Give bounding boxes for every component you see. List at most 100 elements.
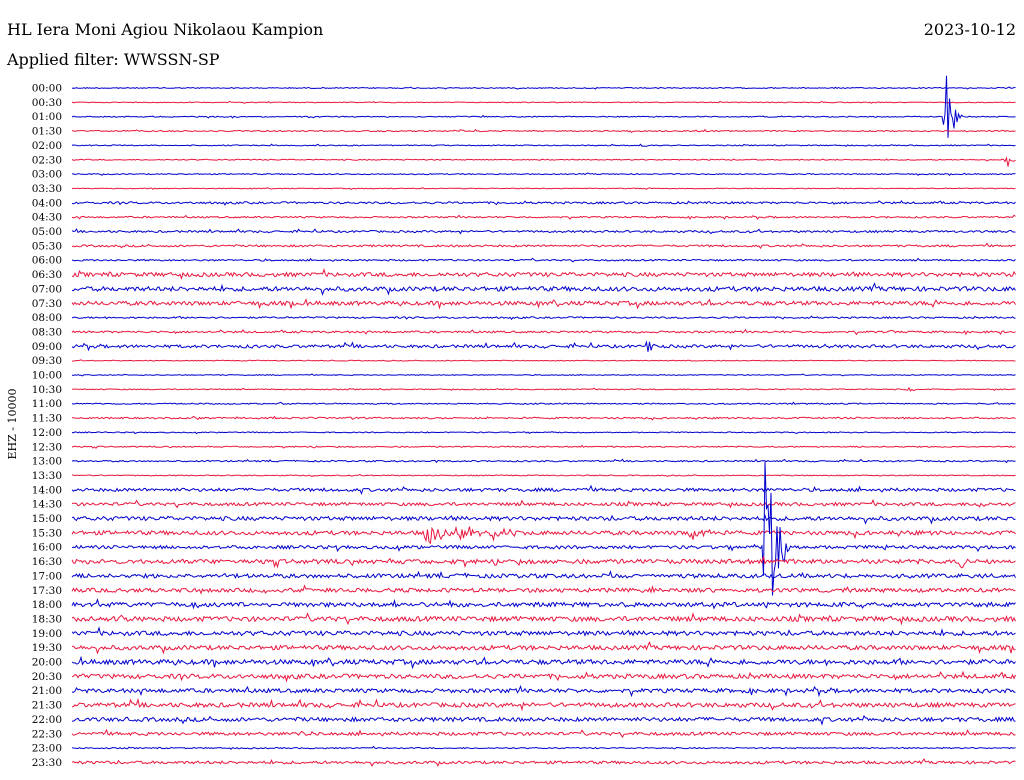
time-tick-label: 07:00 [32, 283, 62, 295]
time-tick-label: 14:00 [32, 484, 62, 496]
time-tick-label: 17:00 [32, 570, 62, 582]
trace-line [71, 484, 1016, 496]
trace-line [71, 200, 1016, 206]
trace-line [71, 598, 1016, 610]
trace-line [71, 386, 1016, 392]
time-tick-label: 14:30 [32, 499, 62, 511]
trace-line [71, 728, 1016, 738]
time-tick-label: 23:00 [32, 743, 62, 755]
trace-line [71, 214, 1016, 220]
trace-line [71, 697, 1016, 712]
time-tick-label: 12:00 [32, 427, 62, 439]
time-tick-label: 08:00 [32, 312, 62, 324]
trace-line [71, 612, 1016, 626]
time-tick-label: 22:00 [32, 714, 62, 726]
time-tick-label: 12:30 [32, 441, 62, 453]
time-tick-label: 00:00 [32, 83, 62, 95]
trace-line [71, 473, 1016, 478]
time-tick-label: 04:00 [32, 197, 62, 209]
trace-line [71, 670, 1016, 683]
time-tick-label: 13:00 [32, 456, 62, 468]
trace-line [72, 745, 1016, 751]
trace-line [71, 340, 1016, 352]
trace-line [71, 444, 1016, 449]
time-tick-label: 07:30 [32, 298, 62, 310]
time-tick-label: 16:00 [32, 542, 62, 554]
station-title: HL Iera Moni Agiou Nikolaou Kampion [7, 20, 324, 39]
time-tick-label: 08:30 [32, 326, 62, 338]
time-tick-label: 21:00 [32, 685, 62, 697]
trace-line [71, 100, 1016, 104]
trace-line [71, 267, 1016, 281]
time-tick-label: 13:30 [32, 470, 62, 482]
trace-line [71, 297, 1016, 310]
time-tick-label: 17:30 [32, 585, 62, 597]
trace-line [71, 513, 1016, 525]
time-tick-label: 00:30 [32, 97, 62, 109]
trace-line [71, 556, 1016, 569]
trace-line [72, 172, 1016, 176]
filter-label: Applied filter: WWSSN-SP [7, 50, 220, 69]
time-tick-label: 10:30 [32, 384, 62, 396]
time-tick-label: 15:00 [32, 513, 62, 525]
trace-line [71, 373, 1016, 377]
trace-line [71, 758, 1016, 767]
time-tick-label: 18:00 [32, 599, 62, 611]
time-tick-label: 20:30 [32, 671, 62, 683]
time-tick-label: 19:00 [32, 628, 62, 640]
time-tick-label: 09:30 [32, 355, 62, 367]
trace-line [71, 282, 1016, 296]
trace-line [71, 525, 1016, 545]
trace-line [71, 684, 1016, 698]
time-tick-label: 05:00 [32, 226, 62, 238]
time-tick-label: 21:30 [32, 700, 62, 712]
trace-line [71, 257, 1016, 263]
trace-line [71, 187, 1016, 190]
time-tick-label: 18:30 [32, 613, 62, 625]
trace-line [71, 498, 1016, 509]
trace-line [71, 75, 1016, 138]
time-tick-label: 19:30 [32, 642, 62, 654]
time-tick-label: 01:30 [32, 126, 62, 138]
time-tick-label: 10:00 [32, 370, 62, 382]
trace-line [71, 328, 1016, 336]
trace-line [71, 431, 1016, 435]
trace-line [71, 714, 1016, 726]
time-tick-label: 23:30 [32, 757, 62, 769]
trace-line [71, 458, 1016, 464]
trace-line [71, 86, 1016, 90]
time-tick-label: 09:00 [32, 341, 62, 353]
time-tick-label: 03:30 [32, 183, 62, 195]
trace-line [71, 570, 1016, 580]
trace-line [71, 461, 1016, 596]
trace-line [71, 143, 1016, 148]
time-tick-label: 15:30 [32, 527, 62, 539]
trace-line [71, 401, 1016, 406]
trace-line [71, 315, 1016, 321]
time-tick-label: 11:00 [32, 398, 62, 410]
trace-line [71, 128, 1016, 134]
trace-line [71, 655, 1016, 670]
trace-line [71, 156, 1016, 167]
trace-line [71, 228, 1016, 235]
time-tick-label: 11:30 [32, 413, 62, 425]
time-tick-label: 06:00 [32, 255, 62, 267]
time-tick-label: 02:00 [32, 140, 62, 152]
trace-line [71, 584, 1016, 595]
trace-line [71, 640, 1016, 655]
trace-line [71, 242, 1016, 250]
time-tick-label: 22:30 [32, 728, 62, 740]
date-label: 2023-10-12 [923, 20, 1016, 39]
time-tick-label: 04:30 [32, 212, 62, 224]
trace-line [71, 626, 1016, 637]
trace-line [71, 415, 1016, 421]
time-tick-label: 01:00 [32, 111, 62, 123]
time-tick-label: 02:30 [32, 154, 62, 166]
time-tick-label: 20:00 [32, 657, 62, 669]
trace-line [71, 359, 1016, 362]
time-tick-label: 03:00 [32, 169, 62, 181]
time-tick-label: 05:30 [32, 240, 62, 252]
time-tick-label: 16:30 [32, 556, 62, 568]
time-tick-label: 06:30 [32, 269, 62, 281]
